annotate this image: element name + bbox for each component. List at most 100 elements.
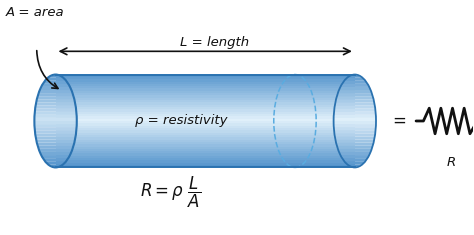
Polygon shape bbox=[55, 74, 355, 77]
Polygon shape bbox=[55, 144, 355, 147]
Polygon shape bbox=[55, 121, 355, 123]
Polygon shape bbox=[41, 84, 70, 87]
Polygon shape bbox=[337, 146, 373, 149]
Polygon shape bbox=[43, 81, 68, 84]
Polygon shape bbox=[55, 140, 355, 142]
Polygon shape bbox=[38, 90, 73, 93]
Polygon shape bbox=[35, 130, 76, 133]
Polygon shape bbox=[338, 149, 372, 152]
Polygon shape bbox=[55, 156, 355, 158]
Text: =: = bbox=[392, 112, 406, 130]
Polygon shape bbox=[35, 127, 77, 130]
Polygon shape bbox=[334, 115, 376, 118]
Polygon shape bbox=[335, 137, 375, 140]
Polygon shape bbox=[55, 84, 355, 86]
Polygon shape bbox=[55, 123, 355, 126]
Polygon shape bbox=[55, 86, 355, 88]
Polygon shape bbox=[55, 151, 355, 153]
Text: L = length: L = length bbox=[180, 36, 249, 49]
Polygon shape bbox=[55, 95, 355, 98]
Polygon shape bbox=[336, 140, 374, 143]
Polygon shape bbox=[40, 152, 72, 155]
Polygon shape bbox=[35, 106, 76, 109]
Polygon shape bbox=[334, 109, 375, 112]
Polygon shape bbox=[334, 124, 376, 127]
Polygon shape bbox=[55, 158, 355, 161]
Polygon shape bbox=[55, 161, 355, 163]
Polygon shape bbox=[55, 91, 355, 93]
Polygon shape bbox=[342, 158, 367, 161]
Polygon shape bbox=[36, 102, 75, 106]
Polygon shape bbox=[48, 164, 63, 167]
Polygon shape bbox=[55, 149, 355, 151]
Polygon shape bbox=[35, 115, 77, 118]
Polygon shape bbox=[37, 93, 73, 96]
Polygon shape bbox=[334, 121, 376, 124]
Polygon shape bbox=[37, 146, 73, 149]
Polygon shape bbox=[36, 99, 75, 102]
Text: R: R bbox=[447, 156, 456, 169]
Polygon shape bbox=[55, 116, 355, 119]
Polygon shape bbox=[55, 147, 355, 149]
Polygon shape bbox=[36, 137, 75, 140]
Polygon shape bbox=[35, 133, 76, 137]
Polygon shape bbox=[55, 98, 355, 100]
Polygon shape bbox=[41, 155, 70, 158]
Polygon shape bbox=[55, 153, 355, 156]
Text: A = area: A = area bbox=[6, 7, 65, 20]
Polygon shape bbox=[344, 78, 365, 81]
Polygon shape bbox=[347, 164, 363, 167]
Polygon shape bbox=[55, 163, 355, 165]
Polygon shape bbox=[334, 133, 375, 137]
Polygon shape bbox=[334, 118, 376, 121]
Polygon shape bbox=[336, 96, 374, 99]
Polygon shape bbox=[336, 99, 374, 102]
Polygon shape bbox=[45, 161, 66, 164]
Polygon shape bbox=[35, 112, 77, 115]
Polygon shape bbox=[336, 143, 374, 146]
Polygon shape bbox=[347, 74, 363, 78]
Polygon shape bbox=[37, 143, 74, 146]
Polygon shape bbox=[334, 130, 375, 133]
Text: $R = \rho\ \dfrac{L}{A}$: $R = \rho\ \dfrac{L}{A}$ bbox=[140, 175, 201, 210]
Polygon shape bbox=[55, 135, 355, 137]
Polygon shape bbox=[38, 149, 73, 152]
Polygon shape bbox=[55, 142, 355, 144]
Polygon shape bbox=[55, 109, 355, 112]
Polygon shape bbox=[55, 100, 355, 102]
Polygon shape bbox=[55, 126, 355, 128]
Polygon shape bbox=[35, 121, 77, 124]
Text: ρ = resistivity: ρ = resistivity bbox=[135, 114, 228, 127]
Polygon shape bbox=[37, 96, 74, 99]
Polygon shape bbox=[55, 133, 355, 135]
Polygon shape bbox=[55, 130, 355, 133]
Polygon shape bbox=[55, 114, 355, 116]
Polygon shape bbox=[55, 79, 355, 82]
Polygon shape bbox=[344, 161, 365, 164]
Polygon shape bbox=[55, 137, 355, 140]
Polygon shape bbox=[339, 152, 371, 155]
Polygon shape bbox=[334, 106, 375, 109]
Polygon shape bbox=[35, 109, 76, 112]
Polygon shape bbox=[334, 127, 376, 130]
Polygon shape bbox=[55, 119, 355, 121]
Polygon shape bbox=[36, 140, 75, 143]
Polygon shape bbox=[55, 77, 355, 79]
Polygon shape bbox=[40, 87, 72, 90]
Polygon shape bbox=[45, 78, 66, 81]
Polygon shape bbox=[55, 165, 355, 167]
Polygon shape bbox=[55, 88, 355, 91]
Polygon shape bbox=[55, 107, 355, 109]
Polygon shape bbox=[335, 102, 375, 106]
Polygon shape bbox=[340, 84, 369, 87]
Polygon shape bbox=[55, 112, 355, 114]
Polygon shape bbox=[338, 90, 372, 93]
Polygon shape bbox=[340, 155, 369, 158]
Polygon shape bbox=[337, 93, 373, 96]
Polygon shape bbox=[35, 124, 77, 127]
Polygon shape bbox=[48, 74, 63, 78]
Polygon shape bbox=[55, 128, 355, 130]
Polygon shape bbox=[342, 81, 367, 84]
Polygon shape bbox=[55, 93, 355, 95]
Polygon shape bbox=[43, 158, 68, 161]
